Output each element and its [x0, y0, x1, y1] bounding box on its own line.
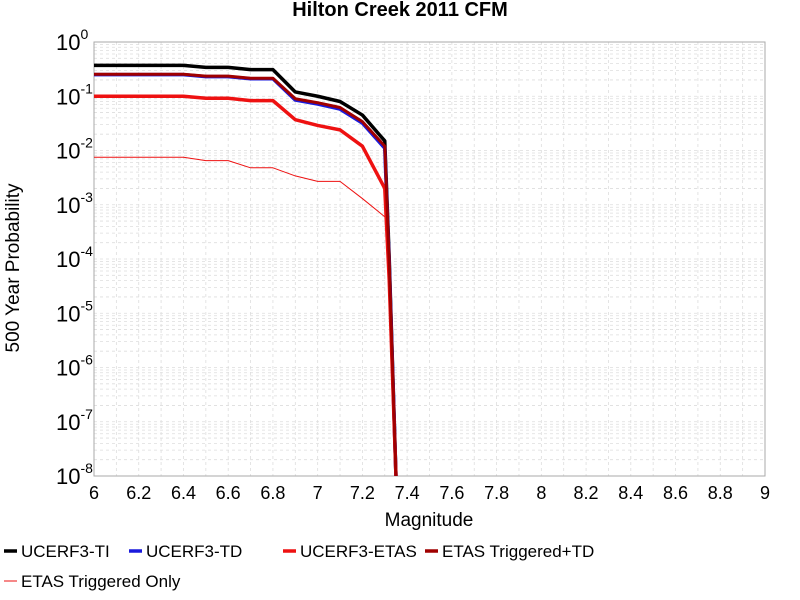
x-axis-label: Magnitude: [385, 510, 474, 531]
series-group: [94, 63, 398, 476]
y-axis-label: 500 Year Probability: [3, 183, 24, 353]
chart-title: Hilton Creek 2011 CFM: [292, 0, 508, 21]
x-tick-label: 8.6: [663, 483, 688, 503]
x-tick-label: 6.8: [260, 483, 285, 503]
legend-label: ETAS Triggered+TD: [442, 542, 594, 561]
legend-label: UCERF3-TD: [146, 542, 242, 561]
x-tick-label: 6: [89, 483, 99, 503]
x-tick-labels: 6 6.2 6.4 6.6 6.8 7 7.2 7.4 7.6 7.8 8 8.2 8.4 8.6 8.8 9: [89, 483, 770, 503]
x-tick-label: 6.6: [216, 483, 241, 503]
x-tick-label: 8.4: [618, 483, 643, 503]
y-tick-label: 10-2: [56, 135, 93, 164]
x-tick-label: 8.8: [708, 483, 733, 503]
grid: [93, 42, 766, 477]
y-tick-label: 10-8: [56, 460, 93, 489]
series-line-4: [94, 72, 398, 476]
y-tick-label: 10-6: [56, 352, 93, 381]
y-tick-label: 10-7: [56, 406, 93, 435]
series-line-5: [94, 156, 386, 218]
legend-label: ETAS Triggered Only: [21, 572, 181, 591]
x-tick-label: 7: [313, 483, 323, 503]
series-line-1: [94, 63, 398, 476]
plot-frame: [93, 41, 766, 477]
legend: UCERF3-TI UCERF3-TD UCERF3-ETAS ETAS Trigge…: [4, 542, 594, 591]
y-tick-label: 100: [56, 26, 88, 55]
legend-label: UCERF3-TI: [21, 542, 110, 561]
legend-label: UCERF3-ETAS: [300, 542, 417, 561]
x-tick-label: 7.2: [350, 483, 375, 503]
x-tick-label: 9: [760, 483, 770, 503]
x-tick-label: 8.2: [574, 483, 599, 503]
x-tick-label: 7.8: [484, 483, 509, 503]
y-tick-label: 10-3: [56, 189, 93, 218]
x-tick-label: 8: [536, 483, 546, 503]
series-line-3: [94, 94, 398, 476]
x-tick-label: 7.4: [395, 483, 420, 503]
y-tick-labels: 100 10-1 10-2 10-3 10-4 10-5 10-6 10-7 10-8: [56, 26, 93, 489]
y-tick-label: 10-5: [56, 297, 93, 326]
x-tick-label: 6.4: [171, 483, 196, 503]
x-tick-label: 7.6: [439, 483, 464, 503]
x-tick-label: 6.2: [126, 483, 151, 503]
y-tick-label: 10-1: [56, 80, 93, 109]
y-tick-label: 10-4: [56, 243, 93, 272]
